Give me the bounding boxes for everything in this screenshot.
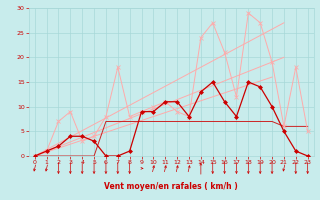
X-axis label: Vent moyen/en rafales ( km/h ): Vent moyen/en rafales ( km/h ) xyxy=(104,182,238,191)
